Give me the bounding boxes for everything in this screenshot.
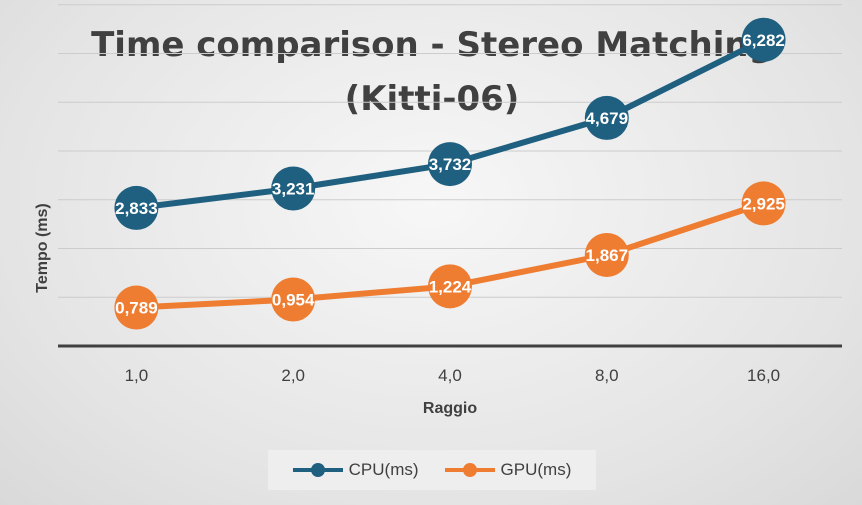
data-point[interactable] <box>584 232 629 277</box>
x-tick-label: 8,0 <box>595 366 619 385</box>
legend-swatch-cpu <box>292 463 343 477</box>
data-point[interactable] <box>741 17 786 62</box>
data-point[interactable] <box>428 142 472 187</box>
x-tick-label: 2,0 <box>281 366 305 385</box>
x-axis-title: Raggio <box>423 400 477 417</box>
legend-item-cpu[interactable]: CPU(ms) <box>292 460 419 480</box>
data-label: 1,224 <box>429 277 472 296</box>
data-point[interactable] <box>271 166 316 211</box>
chart-title-line-1: Time comparison - Stereo Matching <box>91 25 773 65</box>
data-label: 6,282 <box>742 31 785 50</box>
y-axis-title: Tempo (ms) <box>34 203 51 292</box>
data-label: 0,954 <box>272 290 315 309</box>
data-label: 2,925 <box>742 194 785 213</box>
legend: CPU(ms) GPU(ms) <box>268 450 596 490</box>
x-tick-labels: 1,0 2,0 4,0 8,0 16,0 <box>125 366 781 385</box>
legend-item-gpu[interactable]: GPU(ms) <box>444 460 572 480</box>
data-label: 1,867 <box>586 246 629 265</box>
data-point[interactable] <box>114 185 159 230</box>
data-point[interactable] <box>584 95 629 140</box>
data-point[interactable] <box>428 264 472 309</box>
data-label: 0,789 <box>115 299 158 318</box>
data-label: 2,833 <box>115 199 158 218</box>
legend-swatch-gpu <box>444 463 495 477</box>
data-label: 4,679 <box>586 109 629 128</box>
data-point[interactable] <box>114 285 159 330</box>
x-tick-label: 4,0 <box>438 366 462 385</box>
legend-label-gpu: GPU(ms) <box>500 460 572 479</box>
data-label: 3,732 <box>429 155 472 174</box>
series-group: 2,833 3,231 3,732 4,679 6,282 0,789 0,954 1,224… <box>114 17 786 330</box>
x-tick-label: 1,0 <box>125 366 149 385</box>
data-label: 3,231 <box>272 179 315 198</box>
chart-title-line-2: (Kitti-06) <box>345 79 520 119</box>
data-point[interactable] <box>741 181 786 226</box>
legend-label-cpu: CPU(ms) <box>348 460 419 479</box>
data-point[interactable] <box>271 277 316 322</box>
x-tick-label: 16,0 <box>747 366 780 385</box>
